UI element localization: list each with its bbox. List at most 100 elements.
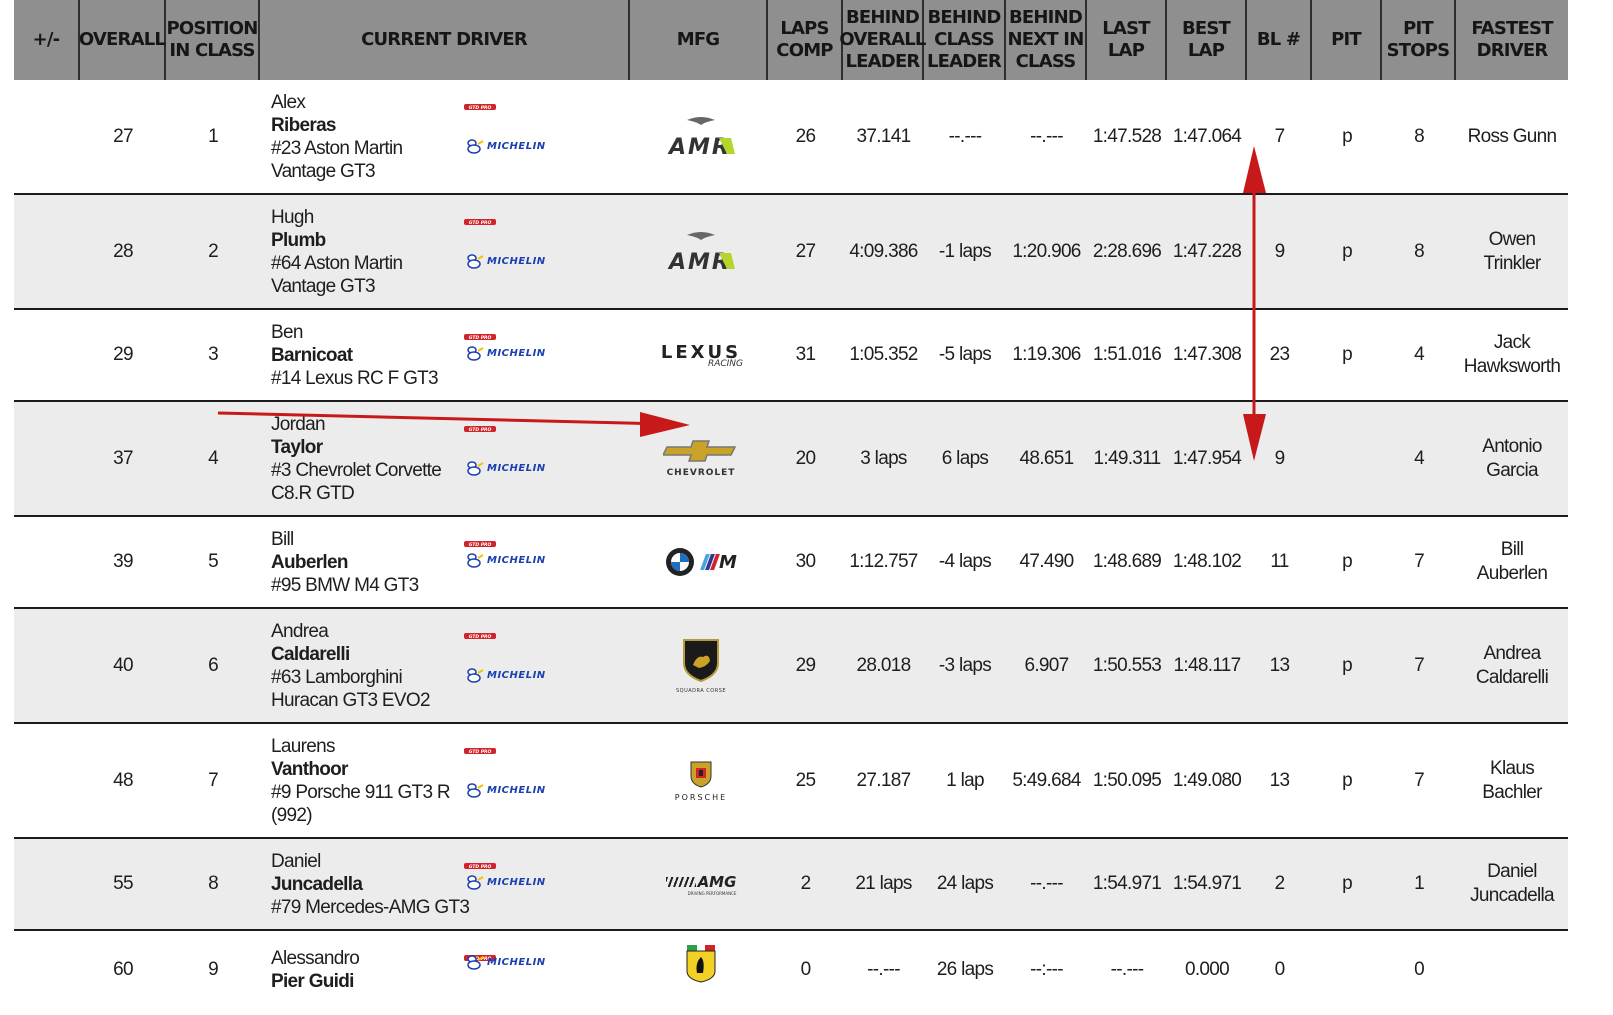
lamborghini-sub-text: SQUADRA CORSE [675,688,727,694]
manufacturer-logo: AMR [626,80,776,193]
chevrolet-logo: CHEVROLET [661,439,739,478]
table-row[interactable]: 48 7 25 27.187 1 lap 5:49.684 1:50.095 1:49.080… [14,724,1568,839]
col-best-lap-header[interactable]: BEST LAP [1167,0,1247,80]
table-row[interactable]: 27 1 26 37.141 --.--- --.--- 1:47.528 1:47.064 7… [14,80,1568,195]
table-row[interactable]: 29 3 31 1:05.352 -5 laps 1:19.306 1:51.016 1:47… [14,310,1568,402]
col-behind-overall-leader-header[interactable]: BEHIND OVERALL LEADER [839,0,926,80]
position-cell: 8 [208,873,219,894]
tire-class-badges: GTD PRO MICHELIN [464,724,564,837]
col-laps-comp-header[interactable]: LAPS COMP [768,0,843,80]
chevrolet-bowtie-icon [661,440,737,462]
gtd-pro-badge: GTD PRO [464,541,496,547]
current-driver-cell[interactable]: Daniel Juncadella #79 Mercedes-AMG GT3 [271,839,471,929]
table-row[interactable]: 28 2 27 4:09.386 -1 laps 1:20.906 2:28.696 1:47… [14,195,1568,310]
table-row[interactable]: 37 4 20 3 laps 6 laps 48.651 1:49.311 1:47.954 9… [14,402,1568,517]
current-driver-cell[interactable]: Alex Riberas #23 Aston Martin Vantage GT… [271,80,471,193]
last-lap-cell: 1:50.553 [1092,654,1162,676]
michelin-badge: MICHELIN [466,252,546,270]
gtd-pro-badge-text: GTD PRO [469,105,492,110]
behind-class-cell: -4 laps [938,551,992,572]
col-plusminus-header[interactable]: +/- [14,0,80,80]
tire-class-badges: GTD PRO MICHELIN [464,839,564,929]
col-last-lap-header[interactable]: LAST LAP [1087,0,1167,80]
col-fastest-driver-header[interactable]: FASTEST DRIVER [1471,18,1553,61]
driver-last-name: Barnicoat [271,344,353,366]
fastest-driver-cell: Antonio Garcia [1482,435,1542,481]
behind-overall-cell: 21 laps [855,873,912,894]
current-driver-cell[interactable]: Alessandro Pier Guidi [271,931,471,988]
last-lap-cell: 1:49.311 [1093,447,1162,469]
michelin-badge: MICHELIN [466,781,546,799]
michelin-man-icon [467,553,484,568]
behind-overall-cell: 1:12.757 [849,551,918,572]
table-row[interactable]: 39 5 30 1:12.757 -4 laps 47.490 1:48.689 1:48.1… [14,517,1568,609]
current-driver-cell[interactable]: Andrea Caldarelli #63 Lamborghini Huraca… [271,609,471,722]
chevrolet-logo-text: CHEVROLET [666,468,736,478]
mercedes-amg-logo: AMG DRIVING PERFORMANCE [665,873,736,896]
col-mfg-header[interactable]: MFG [630,0,768,80]
michelin-text: MICHELIN [487,554,546,566]
pit-stops-cell: 4 [1414,447,1425,469]
aston-martin-logo: AMR [667,116,735,160]
behind-next-cell: 5:49.684 [1012,769,1081,791]
fastest-driver-cell: Bill Auberlen [1476,539,1548,584]
col-position-in-class-header[interactable]: POSITION IN CLASS [166,0,260,80]
driver-first-name: Andrea [271,620,329,642]
michelin-text: MICHELIN [487,462,546,474]
col-pit-header[interactable]: PIT [1312,0,1382,80]
michelin-badge: MICHELIN [466,666,546,684]
pit-cell: p [1342,125,1353,147]
pit-cell [1312,402,1382,515]
current-driver-cell[interactable]: Jordan Taylor #3 Chevrolet Corvette C8.R… [271,402,471,515]
laps-comp-cell: 25 [795,769,816,791]
michelin-text: MICHELIN [487,347,546,359]
driver-car: #14 Lexus RC F GT3 [271,367,439,389]
driver-first-name: Ben [271,321,303,343]
lexus-logo-text: LEXUS [660,341,742,363]
behind-next-cell: --.--- [1030,125,1063,147]
last-lap-cell: 1:48.689 [1092,551,1162,572]
lamborghini-logo: SQUADRA CORSE [676,637,726,694]
driver-car: #23 Aston Martin Vantage GT3 [271,137,403,182]
col-overall-header[interactable]: OVERALL [79,0,166,80]
col-current-driver-header[interactable]: CURRENT DRIVER [260,0,630,80]
porsche-logo-text: PORSCHE [674,792,728,802]
manufacturer-logo: CHEVROLET [626,402,776,515]
table-row[interactable]: 40 6 29 28.018 -3 laps 6.907 1:50.553 1:48.117 1… [14,609,1568,724]
current-driver-cell[interactable]: Ben Barnicoat #14 Lexus RC F GT3 [271,310,471,400]
col-bl-number-header[interactable]: BL # [1247,0,1312,80]
table-row[interactable]: 60 9 0 --.--- 26 laps --:--- --.--- 0.000 0 0 Ale… [14,931,1568,988]
gtd-pro-badge: GTD PRO [464,633,496,639]
bl-number-cell: 0 [1274,959,1286,980]
tire-class-badges: GTD PRO MICHELIN [464,195,564,308]
gtd-pro-badge: GTD PRO [464,748,496,754]
table-row[interactable]: 55 8 2 21 laps 24 laps --.--- 1:54.971 1:54.971… [14,839,1568,931]
driver-car: #9 Porsche 911 GT3 R (992) [271,781,451,826]
bl-number-cell: 13 [1269,769,1290,791]
col-pit-stops-header[interactable]: PIT STOPS [1382,0,1456,80]
behind-overall-cell: 3 laps [860,447,907,469]
driver-first-name: Jordan [271,413,326,435]
gtd-pro-badge-text: GTD PRO [469,335,492,340]
bmw-roundel-icon [666,548,695,576]
gtd-pro-badge: GTD PRO [464,334,496,340]
col-behind-next-in-class-header[interactable]: BEHIND NEXT IN CLASS [1006,0,1087,80]
driver-last-name: Caldarelli [271,643,350,665]
bmw-m-text: M [719,551,737,573]
amr-logo-text: AMR [667,250,731,275]
current-driver-cell[interactable]: Laurens Vanthoor #9 Porsche 911 GT3 R (9… [271,724,471,837]
manufacturer-logo: M [626,517,776,607]
tire-class-badges: GTD PRO MICHELIN [464,609,564,722]
col-behind-class-leader-header[interactable]: BEHIND CLASS LEADER [924,0,1006,80]
best-lap-cell: 1:47.954 [1172,447,1242,469]
behind-next-cell: 1:19.306 [1012,344,1081,365]
best-lap-cell: 1:54.971 [1172,873,1242,894]
tire-class-badges: GTD PRO MICHELIN [464,517,564,607]
driver-last-name: Taylor [271,436,323,458]
behind-class-cell: --.--- [948,125,982,147]
michelin-badge: MICHELIN [466,344,546,362]
overall-cell: 55 [113,873,133,894]
plusminus-cell [14,839,80,929]
current-driver-cell[interactable]: Bill Auberlen #95 BMW M4 GT3 [271,517,471,607]
current-driver-cell[interactable]: Hugh Plumb #64 Aston Martin Vantage GT3 [271,195,471,308]
